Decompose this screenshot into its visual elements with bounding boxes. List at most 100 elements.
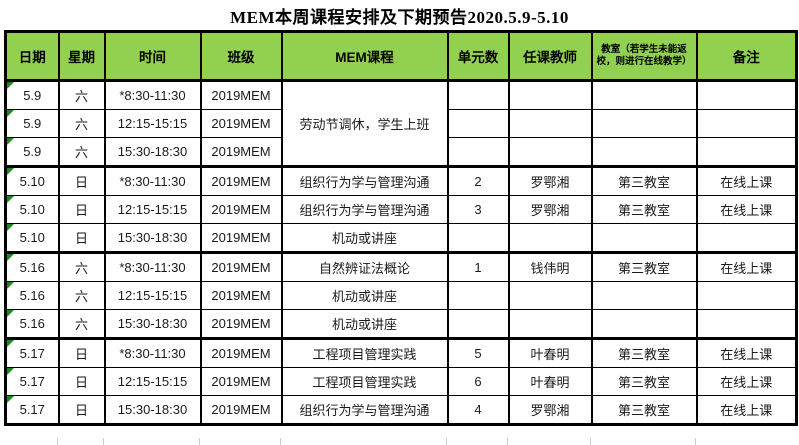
- cell-course[interactable]: 机动或讲座: [280, 223, 449, 253]
- cell-units[interactable]: [446, 137, 510, 167]
- cell-time[interactable]: 15:30-18:30: [103, 137, 202, 167]
- cell-weekday[interactable]: 日: [57, 195, 106, 224]
- cell-course[interactable]: 机动或讲座: [280, 281, 449, 310]
- cell-teacher[interactable]: 叶春明: [507, 337, 593, 368]
- cell-weekday[interactable]: 六: [57, 251, 106, 282]
- header-units[interactable]: 单元数: [446, 31, 510, 82]
- cell-date[interactable]: 5.10: [4, 195, 60, 224]
- cell-class[interactable]: 2019MEM: [199, 367, 283, 396]
- cell-time[interactable]: 12:15-15:15: [103, 195, 202, 224]
- cell-room[interactable]: 第三教室: [590, 337, 698, 368]
- cell-weekday[interactable]: 日: [57, 223, 106, 253]
- cell-class[interactable]: 2019MEM: [199, 309, 283, 339]
- cell-weekday[interactable]: 六: [57, 137, 106, 167]
- cell-date[interactable]: 5.16: [4, 309, 60, 339]
- cell-note[interactable]: 在线上课: [695, 395, 798, 425]
- cell-class[interactable]: 2019MEM: [199, 251, 283, 282]
- cell-units[interactable]: [446, 309, 510, 339]
- cell-class[interactable]: 2019MEM: [199, 109, 283, 138]
- cell-teacher[interactable]: [507, 223, 593, 253]
- cell-weekday[interactable]: 日: [57, 337, 106, 368]
- cell-note[interactable]: 在线上课: [695, 337, 798, 368]
- cell-room[interactable]: 第三教室: [590, 367, 698, 396]
- cell-room[interactable]: [590, 109, 698, 138]
- header-note[interactable]: 备注: [695, 31, 798, 82]
- cell-time[interactable]: 15:30-18:30: [103, 395, 202, 425]
- cell-units[interactable]: [446, 80, 510, 110]
- cell-note[interactable]: [695, 109, 798, 138]
- cell-course[interactable]: 工程项目管理实践: [280, 337, 449, 368]
- cell-class[interactable]: 2019MEM: [199, 281, 283, 310]
- cell-units[interactable]: 1: [446, 251, 510, 282]
- cell-room[interactable]: 第三教室: [590, 165, 698, 196]
- cell-weekday[interactable]: 六: [57, 109, 106, 138]
- cell-room[interactable]: 第三教室: [590, 195, 698, 224]
- cell-time[interactable]: 12:15-15:15: [103, 367, 202, 396]
- cell-teacher[interactable]: [507, 137, 593, 167]
- cell-room[interactable]: 第三教室: [590, 251, 698, 282]
- cell-teacher[interactable]: [507, 109, 593, 138]
- cell-date[interactable]: 5.17: [4, 367, 60, 396]
- cell-date[interactable]: 5.10: [4, 165, 60, 196]
- cell-teacher[interactable]: [507, 309, 593, 339]
- cell-room[interactable]: [590, 309, 698, 339]
- cell-units[interactable]: 5: [446, 337, 510, 368]
- cell-room[interactable]: 第三教室: [590, 395, 698, 425]
- cell-note[interactable]: 在线上课: [695, 251, 798, 282]
- cell-units[interactable]: [446, 109, 510, 138]
- cell-class[interactable]: 2019MEM: [199, 223, 283, 253]
- cell-class[interactable]: 2019MEM: [199, 137, 283, 167]
- cell-date[interactable]: 5.9: [4, 137, 60, 167]
- cell-note[interactable]: [695, 80, 798, 110]
- cell-date[interactable]: 5.17: [4, 337, 60, 368]
- cell-room[interactable]: [590, 223, 698, 253]
- cell-teacher[interactable]: 罗鄂湘: [507, 165, 593, 196]
- cell-course[interactable]: 组织行为学与管理沟通: [280, 395, 449, 425]
- cell-date[interactable]: 5.9: [4, 80, 60, 110]
- header-course[interactable]: MEM课程: [280, 31, 449, 82]
- cell-class[interactable]: 2019MEM: [199, 395, 283, 425]
- cell-date[interactable]: 5.16: [4, 281, 60, 310]
- header-weekday[interactable]: 星期: [57, 31, 106, 82]
- cell-units[interactable]: [446, 223, 510, 253]
- cell-course[interactable]: 组织行为学与管理沟通: [280, 195, 449, 224]
- cell-class[interactable]: 2019MEM: [199, 337, 283, 368]
- cell-date[interactable]: 5.9: [4, 109, 60, 138]
- cell-weekday[interactable]: 日: [57, 395, 106, 425]
- cell-note[interactable]: 在线上课: [695, 165, 798, 196]
- cell-note[interactable]: [695, 223, 798, 253]
- cell-teacher[interactable]: 钱伟明: [507, 251, 593, 282]
- cell-class[interactable]: 2019MEM: [199, 195, 283, 224]
- cell-time[interactable]: 12:15-15:15: [103, 109, 202, 138]
- header-time[interactable]: 时间: [103, 31, 202, 82]
- cell-note[interactable]: [695, 281, 798, 310]
- cell-time[interactable]: 15:30-18:30: [103, 309, 202, 339]
- cell-weekday[interactable]: 六: [57, 281, 106, 310]
- cell-date[interactable]: 5.17: [4, 395, 60, 425]
- cell-note[interactable]: [695, 137, 798, 167]
- cell-room[interactable]: [590, 137, 698, 167]
- cell-time[interactable]: *8:30-11:30: [103, 165, 202, 196]
- cell-teacher[interactable]: 罗鄂湘: [507, 395, 593, 425]
- cell-teacher[interactable]: [507, 281, 593, 310]
- cell-note[interactable]: 在线上课: [695, 367, 798, 396]
- cell-note[interactable]: [695, 309, 798, 339]
- cell-weekday[interactable]: 日: [57, 367, 106, 396]
- cell-teacher[interactable]: 罗鄂湘: [507, 195, 593, 224]
- cell-weekday[interactable]: 六: [57, 80, 106, 110]
- cell-class[interactable]: 2019MEM: [199, 165, 283, 196]
- cell-units[interactable]: 4: [446, 395, 510, 425]
- cell-time[interactable]: *8:30-11:30: [103, 251, 202, 282]
- cell-teacher[interactable]: [507, 80, 593, 110]
- cell-date[interactable]: 5.16: [4, 251, 60, 282]
- cell-class[interactable]: 2019MEM: [199, 80, 283, 110]
- header-class[interactable]: 班级: [199, 31, 283, 82]
- cell-course[interactable]: 组织行为学与管理沟通: [280, 165, 449, 196]
- cell-course[interactable]: 工程项目管理实践: [280, 367, 449, 396]
- cell-units[interactable]: 2: [446, 165, 510, 196]
- header-teacher[interactable]: 任课教师: [507, 31, 593, 82]
- header-date[interactable]: 日期: [4, 31, 60, 82]
- cell-time[interactable]: 15:30-18:30: [103, 223, 202, 253]
- cell-course[interactable]: 机动或讲座: [280, 309, 449, 339]
- cell-note[interactable]: 在线上课: [695, 195, 798, 224]
